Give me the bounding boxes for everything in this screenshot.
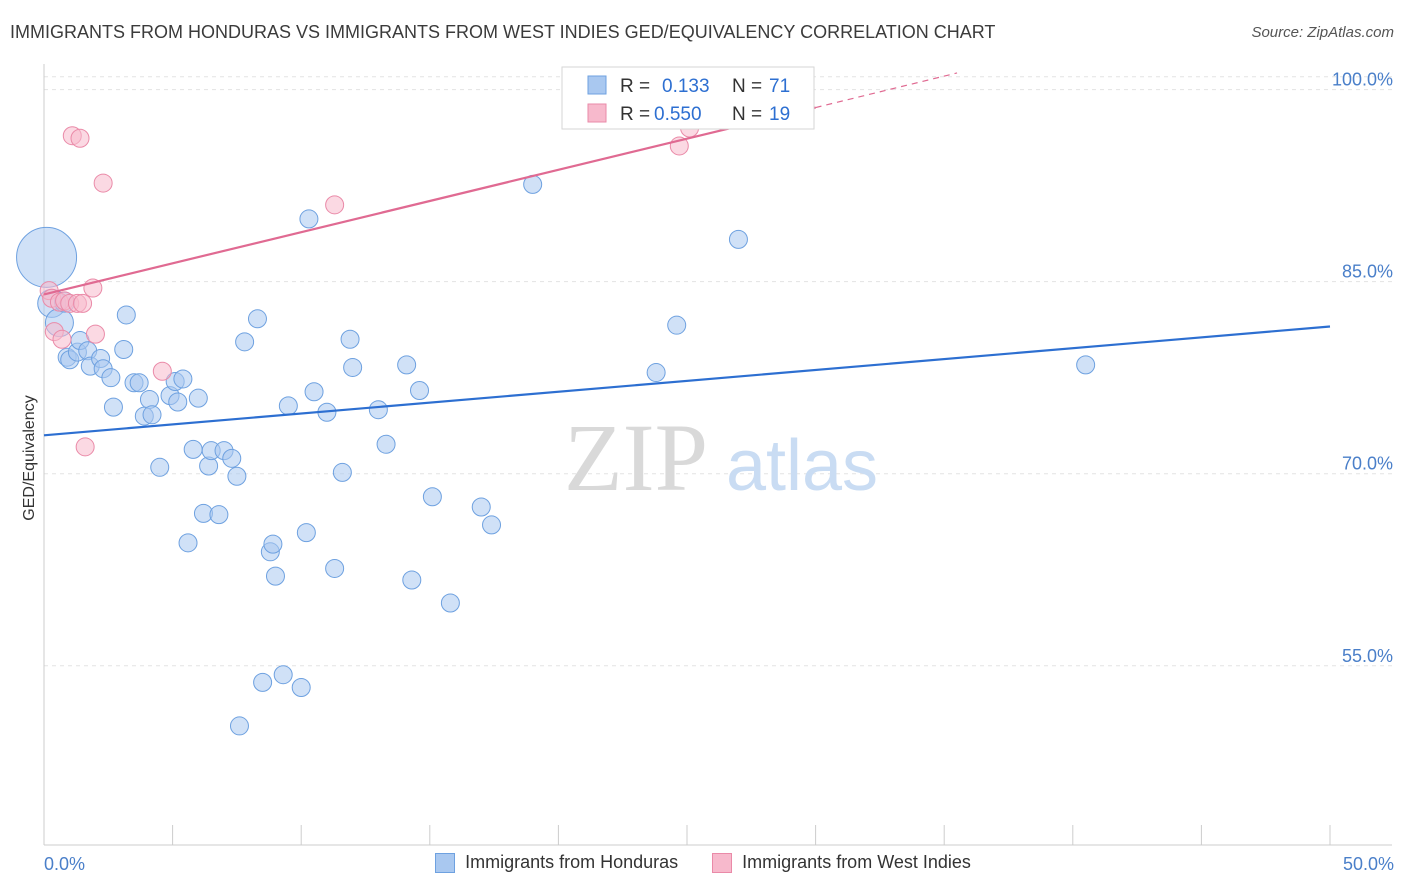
point-honduras	[273, 665, 293, 685]
point-honduras	[116, 305, 136, 325]
point-honduras	[173, 369, 193, 389]
point-honduras	[402, 570, 422, 590]
point-honduras	[368, 400, 388, 420]
point-honduras	[304, 382, 324, 402]
point-honduras	[183, 439, 203, 459]
point-honduras	[101, 368, 121, 388]
trend-line-west-indies	[43, 106, 816, 296]
point-honduras	[667, 315, 687, 335]
point-honduras	[397, 355, 417, 375]
point-honduras	[209, 505, 229, 525]
point-honduras	[291, 678, 311, 698]
point-honduras	[247, 309, 267, 329]
legend-n-value-honduras: 71	[769, 76, 790, 97]
point-honduras	[178, 533, 198, 553]
legend-swatch-honduras-bottom	[435, 852, 456, 873]
point-honduras	[129, 373, 149, 393]
point-honduras	[296, 523, 316, 543]
watermark-atlas: atlas	[726, 426, 878, 506]
point-west-indies	[75, 437, 95, 457]
point-honduras	[728, 229, 748, 249]
trend-lines	[43, 72, 1331, 437]
point-honduras	[235, 332, 255, 352]
x-tick-label-start: 0.0%	[44, 854, 85, 874]
point-honduras	[253, 672, 273, 692]
legend-item-west-indies: Immigrants from West Indies	[712, 852, 971, 873]
point-honduras	[410, 380, 430, 400]
point-west-indies	[152, 361, 172, 381]
watermark: ZIP atlas	[564, 404, 878, 511]
point-honduras	[471, 497, 491, 517]
legend-swatch-west-indies	[587, 103, 607, 123]
legend-r-value-west-indies: 0.550	[654, 104, 702, 125]
legend-swatch-west-indies-bottom	[712, 852, 733, 873]
point-honduras	[222, 448, 242, 468]
point-honduras	[16, 226, 78, 288]
series-legend: Immigrants from Honduras Immigrants from…	[0, 852, 1406, 873]
legend-n-label-west-indies: N =	[732, 104, 762, 125]
y-tick-label: 55.0%	[1342, 646, 1393, 666]
point-west-indies	[93, 173, 113, 193]
point-honduras	[265, 566, 285, 586]
point-west-indies	[325, 195, 345, 215]
point-honduras	[376, 434, 396, 454]
trend-line-west-indies-extension	[815, 72, 958, 109]
watermark-zip: ZIP	[564, 404, 708, 511]
point-honduras	[229, 716, 249, 736]
legend-item-honduras: Immigrants from Honduras	[435, 852, 678, 873]
legend-label-honduras: Immigrants from Honduras	[465, 852, 679, 872]
point-honduras	[340, 329, 360, 349]
x-tick-label-end: 50.0%	[1343, 854, 1394, 874]
point-honduras	[142, 405, 162, 425]
tick-labels: 55.0% 70.0% 85.0% 100.0% 0.0% 50.0%	[44, 70, 1394, 874]
trend-line-honduras	[43, 325, 1331, 437]
legend-swatch-honduras	[587, 75, 607, 95]
axes	[43, 64, 1392, 846]
legend-n-label-honduras: N =	[732, 76, 762, 97]
point-west-indies	[73, 293, 93, 313]
point-honduras	[150, 457, 170, 477]
point-honduras	[646, 363, 666, 383]
point-west-indies	[85, 324, 105, 344]
stats-legend: R = 0.133 N = 71 R = 0.550 N = 19	[561, 66, 815, 130]
point-honduras	[278, 396, 298, 416]
legend-r-label-west-indies: R =	[620, 104, 650, 125]
point-honduras	[299, 209, 319, 229]
point-honduras	[422, 487, 442, 507]
chart-title: IMMIGRANTS FROM HONDURAS VS IMMIGRANTS F…	[10, 22, 996, 42]
legend-r-value-honduras: 0.133	[662, 76, 710, 97]
grid-lines	[44, 76, 1392, 667]
point-honduras	[482, 515, 502, 535]
point-honduras	[1076, 355, 1096, 375]
data-points	[16, 67, 1096, 736]
point-honduras	[227, 466, 247, 486]
legend-n-value-west-indies: 19	[769, 104, 790, 125]
point-honduras	[263, 534, 283, 554]
point-honduras	[103, 397, 123, 417]
point-west-indies	[70, 128, 90, 148]
point-west-indies	[52, 329, 72, 349]
y-tick-label: 85.0%	[1342, 262, 1393, 282]
point-honduras	[343, 357, 363, 377]
legend-r-label-honduras: R =	[620, 76, 650, 97]
legend-label-west-indies: Immigrants from West Indies	[742, 852, 971, 872]
point-honduras	[114, 340, 134, 360]
y-tick-label: 70.0%	[1342, 454, 1393, 474]
point-honduras	[332, 462, 352, 482]
y-tick-label: 100.0%	[1332, 70, 1393, 90]
source-credit: Source: ZipAtlas.com	[1251, 24, 1394, 41]
point-honduras	[325, 558, 345, 578]
point-honduras	[440, 593, 460, 613]
point-honduras	[168, 392, 188, 412]
point-honduras	[188, 388, 208, 408]
